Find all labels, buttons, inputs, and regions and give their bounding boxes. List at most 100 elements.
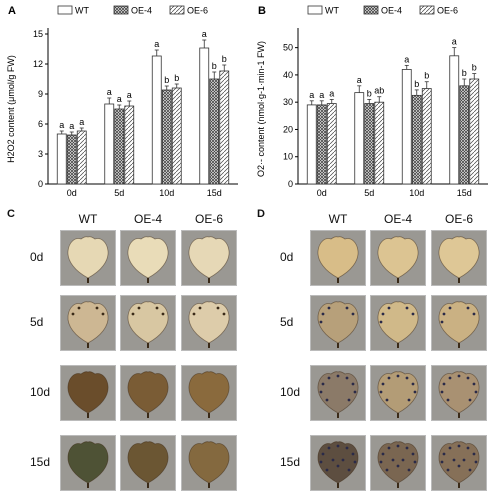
x-tick-label: 15d [457, 188, 472, 198]
legend-swatch-oe-6 [169, 5, 185, 15]
significance-letter: a [154, 39, 159, 49]
significance-letter: ab [374, 86, 384, 96]
leaf-photo-oe-4-5d [370, 295, 426, 351]
bar-oe-4-15d [209, 78, 220, 185]
x-tick-label: 5d [114, 188, 124, 198]
leaf-photo-wt-15d [310, 435, 366, 491]
significance-letter: b [462, 68, 467, 78]
significance-letter: a [202, 29, 207, 39]
photo-row-label: 15d [280, 455, 301, 469]
leaf-photo-oe-4-10d [120, 365, 176, 421]
photo-row-label: 15d [30, 455, 51, 469]
leaf-photo-wt-10d [60, 365, 116, 421]
significance-letter: a [329, 88, 334, 98]
y-tick-label: 30 [283, 97, 293, 107]
leaf-photo-oe-4-0d [120, 230, 176, 286]
significance-letter: a [127, 90, 132, 100]
legend-label-wt: WT [325, 6, 339, 16]
significance-letter: a [452, 37, 457, 47]
legend-swatch-wt [307, 5, 323, 15]
leaf-photo-oe-6-0d [431, 230, 487, 286]
leaf-photo-wt-0d [310, 230, 366, 286]
y-tick-label: 3 [38, 149, 43, 159]
photo-row-label: 10d [280, 385, 301, 399]
bar-wt-0d [56, 133, 67, 185]
y-tick-label: 9 [38, 89, 43, 99]
significance-letter: a [117, 94, 122, 104]
x-tick-label: 5d [364, 188, 374, 198]
y-tick-label: 20 [283, 124, 293, 134]
photo-column-header: WT [328, 212, 348, 226]
bar-oe-6-0d [326, 103, 337, 185]
legend-label-oe-6: OE-6 [187, 6, 208, 16]
y-axis-label: H2O2 content (μmol/g FW) [6, 55, 16, 163]
legend-swatch-wt [57, 5, 73, 15]
panel-letter-b: B [258, 5, 266, 17]
panel-letter-c: C [7, 208, 15, 220]
bar-oe-4-5d [364, 103, 375, 185]
bar-wt-15d [199, 47, 210, 185]
leaf-photo-oe-6-10d [181, 365, 237, 421]
bar-oe-4-10d [411, 94, 422, 185]
leaf-photo-oe-4-0d [370, 230, 426, 286]
photo-row-label: 10d [30, 385, 51, 399]
significance-letter: a [309, 90, 314, 100]
photo-row-label: 5d [280, 315, 294, 329]
significance-letter: a [319, 90, 324, 100]
legend-label-oe-4: OE-4 [131, 6, 152, 16]
significance-letter: a [404, 54, 409, 64]
significance-letter: b [222, 54, 227, 64]
leaf-photo-wt-5d [60, 295, 116, 351]
leaf-photo-oe-6-5d [431, 295, 487, 351]
significance-letter: b [414, 79, 419, 89]
bar-oe-6-0d [76, 130, 87, 185]
photo-row-label: 5d [30, 315, 44, 329]
significance-letter: b [472, 63, 477, 73]
significance-letter: a [79, 117, 84, 127]
significance-letter: b [367, 88, 372, 98]
significance-letter: a [107, 87, 112, 97]
y-tick-label: 15 [33, 29, 43, 39]
photo-column-header: WT [78, 212, 98, 226]
panel-letter-d: D [257, 208, 265, 220]
y-tick-label: 12 [33, 59, 43, 69]
y-tick-label: 0 [38, 179, 43, 189]
leaf-photo-oe-4-15d [370, 435, 426, 491]
bar-oe-6-15d [469, 78, 480, 185]
leaf-photo-oe-6-15d [181, 435, 237, 491]
photo-row-label: 0d [30, 250, 44, 264]
panel-letter-a: A [8, 5, 16, 17]
leaf-photo-wt-5d [310, 295, 366, 351]
bar-oe-4-0d [66, 134, 77, 185]
legend-label-oe-6: OE-6 [437, 6, 458, 16]
significance-letter: b [174, 73, 179, 83]
x-tick-label: 0d [67, 188, 77, 198]
bar-oe-6-10d [171, 87, 182, 185]
y-tick-label: 40 [283, 70, 293, 80]
y-tick-label: 0 [288, 179, 293, 189]
bar-oe-4-0d [316, 104, 327, 185]
bar-wt-5d [104, 103, 115, 185]
bar-oe-4-10d [161, 89, 172, 185]
photo-column-header: OE-6 [194, 212, 223, 226]
photo-column-header: OE-6 [444, 212, 473, 226]
significance-letter: a [357, 75, 362, 85]
y-tick-label: 10 [283, 152, 293, 162]
leaf-photo-oe-4-15d [120, 435, 176, 491]
photo-column-header: OE-4 [383, 212, 412, 226]
significance-letter: a [59, 120, 64, 130]
bar-oe-4-15d [459, 85, 470, 185]
y-axis-label: O2·- content (nmol·g-1·min-1 FW) [256, 41, 266, 177]
leaf-photo-wt-0d [60, 230, 116, 286]
legend-label-wt: WT [75, 6, 89, 16]
y-tick-label: 6 [38, 119, 43, 129]
leaf-photo-wt-10d [310, 365, 366, 421]
legend-swatch-oe-4 [363, 5, 379, 15]
legend-swatch-oe-4 [113, 5, 129, 15]
bar-oe-6-5d [374, 101, 385, 185]
leaf-photo-oe-6-15d [431, 435, 487, 491]
bar-wt-15d [449, 55, 460, 185]
x-tick-label: 15d [207, 188, 222, 198]
chart-b: B 0 10 20 30 40 50 O2·- content (nmol·g-1·min-1… [256, 5, 488, 198]
bar-oe-6-15d [219, 70, 230, 185]
